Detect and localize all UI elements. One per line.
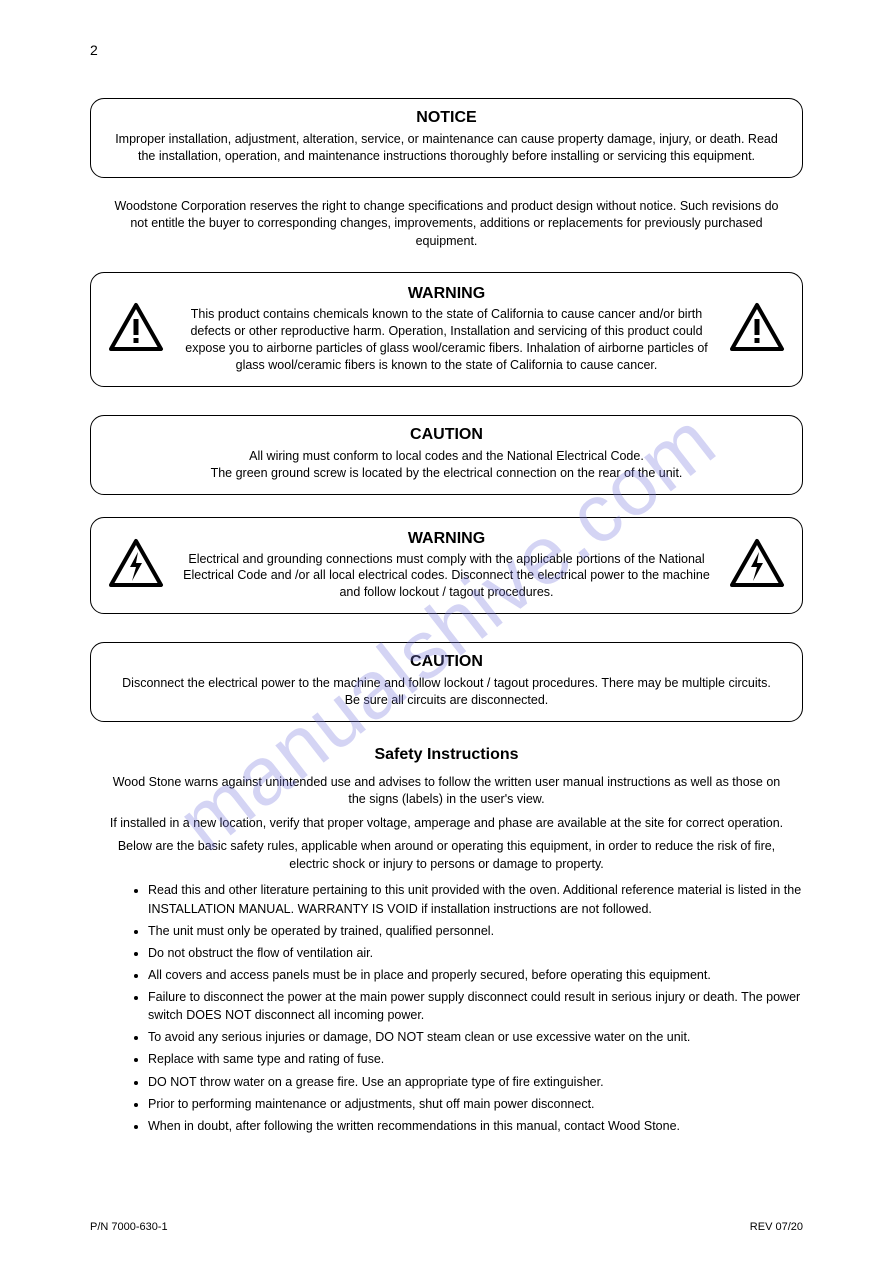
intro-paragraph: Woodstone Corporation reserves the right… bbox=[107, 198, 787, 251]
list-item: The unit must only be operated by traine… bbox=[148, 922, 803, 940]
caution-body-bottom: Disconnect the electrical power to the m… bbox=[109, 675, 784, 709]
caution-title-bottom: CAUTION bbox=[109, 653, 784, 671]
safety-heading: Safety Instructions bbox=[90, 746, 803, 764]
warning-box-1: WARNING This product contains chemicals … bbox=[90, 272, 803, 387]
notice-body: Improper installation, adjustment, alter… bbox=[109, 131, 784, 165]
list-item: When in doubt, after following the writt… bbox=[148, 1117, 803, 1135]
caution-box-top: CAUTION All wiring must conform to local… bbox=[90, 415, 803, 495]
caution-body-top-1: All wiring must conform to local codes a… bbox=[109, 448, 784, 465]
warning-body-1: This product contains chemicals known to… bbox=[177, 306, 716, 374]
warning-text-1: WARNING This product contains chemicals … bbox=[177, 285, 716, 374]
list-item: Do not obstruct the flow of ventilation … bbox=[148, 944, 803, 962]
list-item: DO NOT throw water on a grease fire. Use… bbox=[148, 1073, 803, 1091]
footer-part-number: P/N 7000-630-1 bbox=[90, 1221, 168, 1233]
warning-triangle-icon bbox=[728, 301, 786, 358]
electric-hazard-icon bbox=[107, 537, 165, 594]
safety-para-3: Below are the basic safety rules, applic… bbox=[107, 838, 787, 873]
electric-warning-body: Electrical and grounding connections mus… bbox=[177, 551, 716, 602]
electric-warning-title: WARNING bbox=[177, 530, 716, 548]
notice-box: NOTICE Improper installation, adjustment… bbox=[90, 98, 803, 178]
electric-warning-text: WARNING Electrical and grounding connect… bbox=[177, 530, 716, 602]
safety-para-1: Wood Stone warns against unintended use … bbox=[107, 774, 787, 809]
list-item: Read this and other literature pertainin… bbox=[148, 881, 803, 917]
safety-bullet-list: Read this and other literature pertainin… bbox=[148, 881, 803, 1135]
warning-title-1: WARNING bbox=[177, 285, 716, 303]
list-item: Failure to disconnect the power at the m… bbox=[148, 988, 803, 1024]
list-item: Prior to performing maintenance or adjus… bbox=[148, 1095, 803, 1113]
caution-box-bottom: CAUTION Disconnect the electrical power … bbox=[90, 642, 803, 722]
list-item: To avoid any serious injuries or damage,… bbox=[148, 1028, 803, 1046]
page-number-top: 2 bbox=[90, 42, 98, 58]
electric-warning-box: WARNING Electrical and grounding connect… bbox=[90, 517, 803, 615]
list-item: Replace with same type and rating of fus… bbox=[148, 1050, 803, 1068]
safety-para-2: If installed in a new location, verify t… bbox=[107, 815, 787, 833]
caution-title-top: CAUTION bbox=[109, 426, 784, 444]
electric-hazard-icon bbox=[728, 537, 786, 594]
warning-triangle-icon bbox=[107, 301, 165, 358]
page-footer: P/N 7000-630-1 REV 07/20 bbox=[0, 1221, 893, 1233]
notice-title: NOTICE bbox=[109, 109, 784, 127]
caution-body-top-2: The green ground screw is located by the… bbox=[109, 465, 784, 482]
footer-revision: REV 07/20 bbox=[750, 1221, 803, 1233]
list-item: All covers and access panels must be in … bbox=[148, 966, 803, 984]
